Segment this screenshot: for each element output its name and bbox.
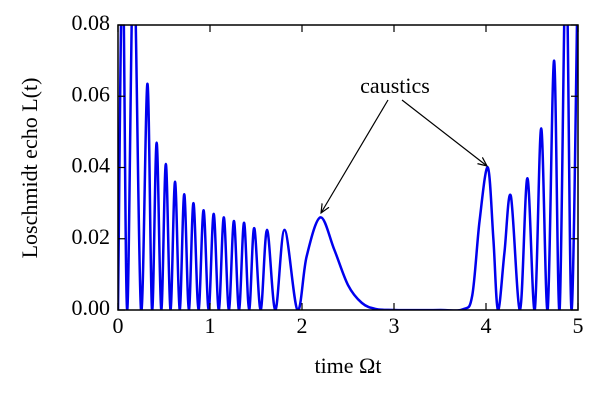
data-line [118,25,578,310]
y-tick-label: 0.04 [72,153,111,178]
y-tick-label: 0.06 [72,81,111,106]
x-tick-label: 0 [113,313,124,338]
x-tick-label: 2 [297,313,308,338]
x-tick-label: 5 [573,313,584,338]
annotation: caustics [360,73,430,98]
annotation-arrow [321,99,389,213]
x-tick-label: 4 [481,313,492,338]
y-tick-label: 0.08 [72,10,111,35]
x-tick-label: 3 [389,313,400,338]
x-axis-label: time Ωt [314,353,381,378]
plot-area [118,25,578,310]
y-tick-label: 0.00 [72,295,111,320]
y-axis-label: Loschmidt echo L(t) [17,78,42,259]
y-tick-label: 0.02 [72,224,111,249]
x-tick-label: 1 [205,313,216,338]
annotation-arrow [401,99,487,166]
